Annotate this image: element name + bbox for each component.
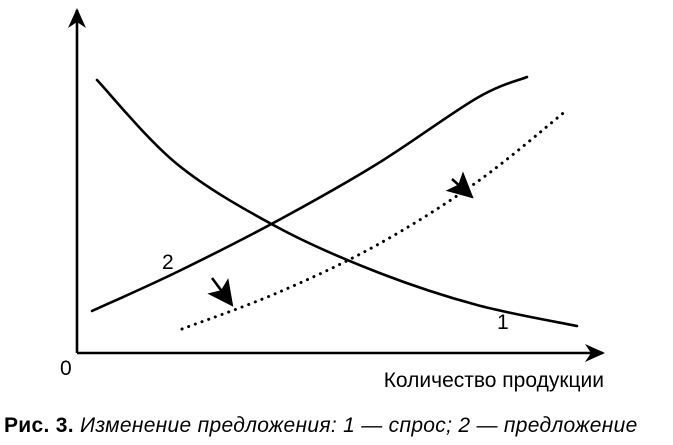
curve-labels: 12 bbox=[162, 251, 509, 334]
curve-label-2: 2 bbox=[162, 251, 174, 274]
curve-label-1: 1 bbox=[497, 311, 509, 334]
figure-caption: Рис. 3. Изменение предложения: 1 — спрос… bbox=[4, 414, 673, 438]
x-axis-label: Количество продукции bbox=[384, 369, 604, 392]
shift-arrows bbox=[207, 171, 474, 307]
curve-2 bbox=[90, 75, 529, 313]
caption-text: Изменение предложения: 1 — спрос; 2 — пр… bbox=[73, 414, 638, 437]
series-layer bbox=[90, 75, 579, 331]
origin-label: 0 bbox=[60, 357, 72, 380]
shift-arrow-1 bbox=[207, 277, 234, 307]
curve-1 bbox=[95, 78, 579, 328]
shift-arrow-2 bbox=[445, 171, 474, 199]
caption-lead: Рис. 3. bbox=[4, 414, 74, 437]
shifted-supply-curve bbox=[180, 108, 569, 331]
